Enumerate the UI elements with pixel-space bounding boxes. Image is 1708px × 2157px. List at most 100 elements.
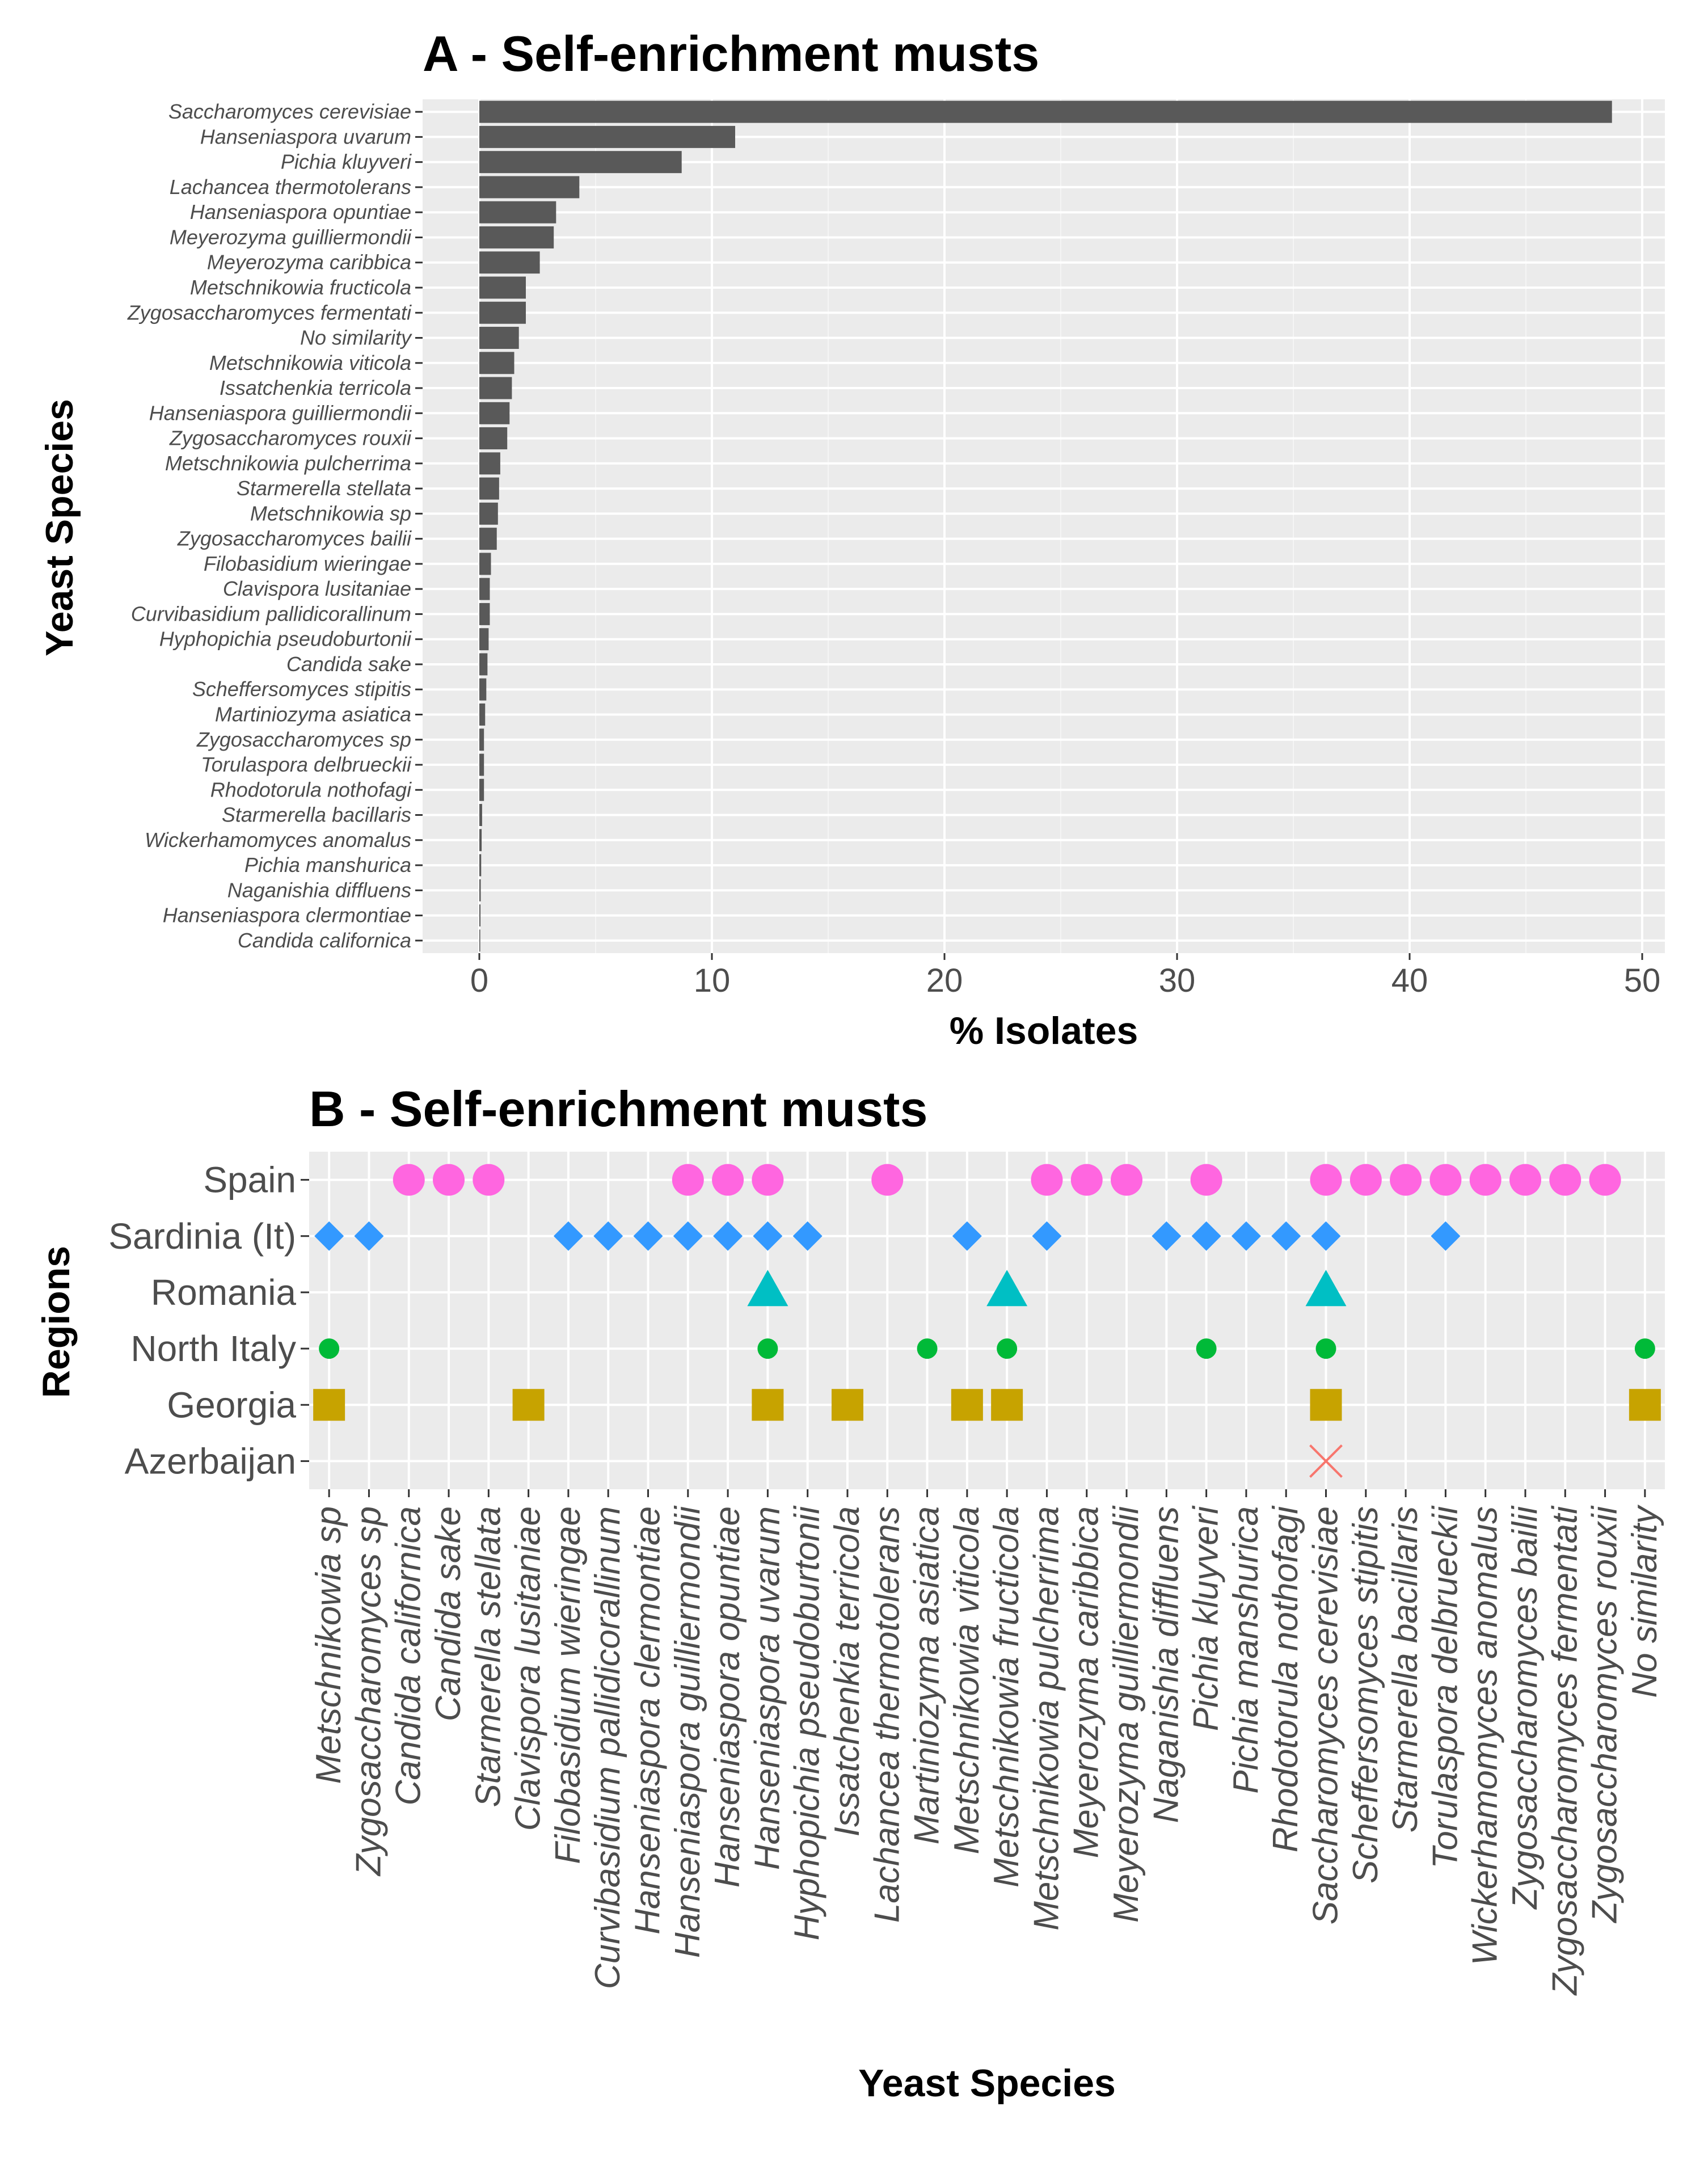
species-label: Zygosaccharomyces fermentati — [1545, 1505, 1584, 1996]
chart-a-x-ticks: 0 10 20 30 40 50 — [470, 953, 1660, 999]
species-label: Martiniozyma asiatica — [908, 1506, 947, 1844]
category-label: Starmerella bacillaris — [222, 803, 411, 827]
point-small-circle — [319, 1338, 340, 1359]
point-triangle — [747, 1270, 788, 1307]
bar — [479, 251, 540, 274]
bar — [479, 502, 498, 525]
chart-a-y-axis-title: Yeast Species — [38, 399, 81, 656]
point-square — [313, 1389, 345, 1421]
category-label: Zygosaccharomyces fermentati — [127, 301, 412, 324]
category-label: Pichia manshurica — [244, 853, 411, 877]
point-square — [752, 1389, 784, 1421]
bar — [479, 728, 484, 751]
bar — [479, 678, 487, 701]
chart-b-title: B - Self-enrichment musts — [309, 1081, 927, 1137]
category-label: Hanseniaspora uvarum — [200, 125, 411, 148]
bar — [479, 753, 484, 776]
species-label: Pichia manshurica — [1226, 1506, 1266, 1794]
category-label: Hanseniaspora opuntiae — [190, 200, 411, 224]
species-label: Issatchenkia terricola — [828, 1506, 867, 1836]
point-circle — [1190, 1164, 1222, 1196]
bar — [479, 854, 482, 877]
bar — [479, 151, 682, 174]
bar — [479, 125, 735, 148]
category-label: No similarity — [300, 326, 412, 349]
species-label: Lachancea thermotolerans — [867, 1506, 906, 1923]
species-label: Starmerella bacillaris — [1386, 1506, 1425, 1832]
species-label: Meyerozyma caribbica — [1067, 1506, 1106, 1858]
category-label: Metschnikowia sp — [250, 502, 411, 525]
point-diamond — [314, 1221, 344, 1251]
point-circle — [1390, 1164, 1422, 1196]
point-diamond — [1152, 1221, 1182, 1251]
bar — [479, 352, 514, 374]
category-label: Hyphopichia pseudoburtonii — [159, 627, 412, 651]
category-label: Curvibasidium pallidicorallinum — [131, 602, 411, 625]
category-label: Meyerozyma guilliermondii — [170, 225, 412, 248]
point-square — [1310, 1389, 1342, 1421]
region-label: Georgia — [167, 1384, 296, 1425]
bar — [479, 904, 481, 927]
bar — [479, 427, 508, 450]
bar — [479, 327, 519, 349]
point-circle — [473, 1164, 505, 1196]
bar — [479, 402, 510, 424]
species-label: Candida sake — [429, 1506, 468, 1721]
bar — [479, 778, 484, 801]
bar — [479, 929, 480, 952]
category-label: Issatchenkia terricola — [220, 376, 411, 399]
category-label: Clavispora lusitaniae — [223, 577, 411, 600]
point-small-circle — [1315, 1338, 1336, 1359]
bar — [479, 201, 556, 224]
point-diamond — [593, 1221, 623, 1251]
species-label: Zygosaccharomyces bailii — [1505, 1505, 1545, 1910]
point-diamond — [1191, 1221, 1221, 1251]
species-label: Zygosaccharomyces rouxii — [1585, 1505, 1625, 1924]
bar — [479, 528, 497, 550]
region-label: Azerbaijan — [125, 1440, 296, 1481]
category-label: Metschnikowia pulcherrima — [165, 452, 411, 475]
bar — [479, 301, 526, 324]
species-label: No similarity — [1625, 1504, 1664, 1698]
category-label: Scheffersomyces stipitis — [192, 677, 411, 701]
species-label: Candida californica — [389, 1506, 428, 1805]
bar — [479, 100, 1612, 123]
point-diamond — [1231, 1221, 1261, 1251]
category-label: Metschnikowia fructicola — [190, 276, 411, 299]
bar — [479, 377, 512, 399]
point-diamond — [1431, 1221, 1461, 1251]
category-label: Zygosaccharomyces rouxii — [169, 427, 412, 450]
chart-a-panel — [423, 99, 1665, 953]
species-label: Hyphopichia pseudoburtonii — [788, 1505, 827, 1940]
chart-a-bars — [479, 100, 1612, 952]
bar — [479, 452, 500, 475]
chart-b-x-axis-title: Yeast Species — [858, 2062, 1116, 2105]
species-label: Hanseniaspora uvarum — [748, 1506, 787, 1870]
bar — [479, 226, 554, 248]
point-triangle — [1305, 1270, 1347, 1307]
category-label: Hanseniaspora clermontiae — [163, 904, 411, 927]
point-circle — [712, 1164, 744, 1196]
category-label: Candida californica — [238, 929, 411, 952]
species-label: Torulaspora delbrueckii — [1426, 1505, 1465, 1869]
point-circle — [1509, 1164, 1541, 1196]
point-diamond — [952, 1221, 982, 1251]
species-label: Zygosaccharomyces sp — [349, 1506, 388, 1877]
bar — [479, 653, 488, 676]
category-label: Wickerhamomyces anomalus — [145, 828, 411, 852]
chart-a-title: A - Self-enrichment musts — [423, 26, 1039, 82]
species-label: Metschnikowia sp — [309, 1506, 348, 1784]
species-label: Rhodotorula nothofagi — [1266, 1505, 1305, 1852]
species-label: Hanseniaspora clermontiae — [629, 1506, 668, 1935]
species-label: Filobasidium wieringae — [549, 1506, 588, 1864]
species-label: Metschnikowia viticola — [947, 1506, 986, 1854]
bar — [479, 176, 580, 199]
point-circle — [672, 1164, 704, 1196]
category-label: Saccharomyces cerevisiae — [168, 100, 411, 123]
bar — [479, 829, 482, 852]
category-label: Naganishia diffluens — [227, 878, 411, 901]
point-circle — [871, 1164, 904, 1196]
point-diamond — [1032, 1221, 1062, 1251]
point-cross — [1309, 1444, 1343, 1478]
